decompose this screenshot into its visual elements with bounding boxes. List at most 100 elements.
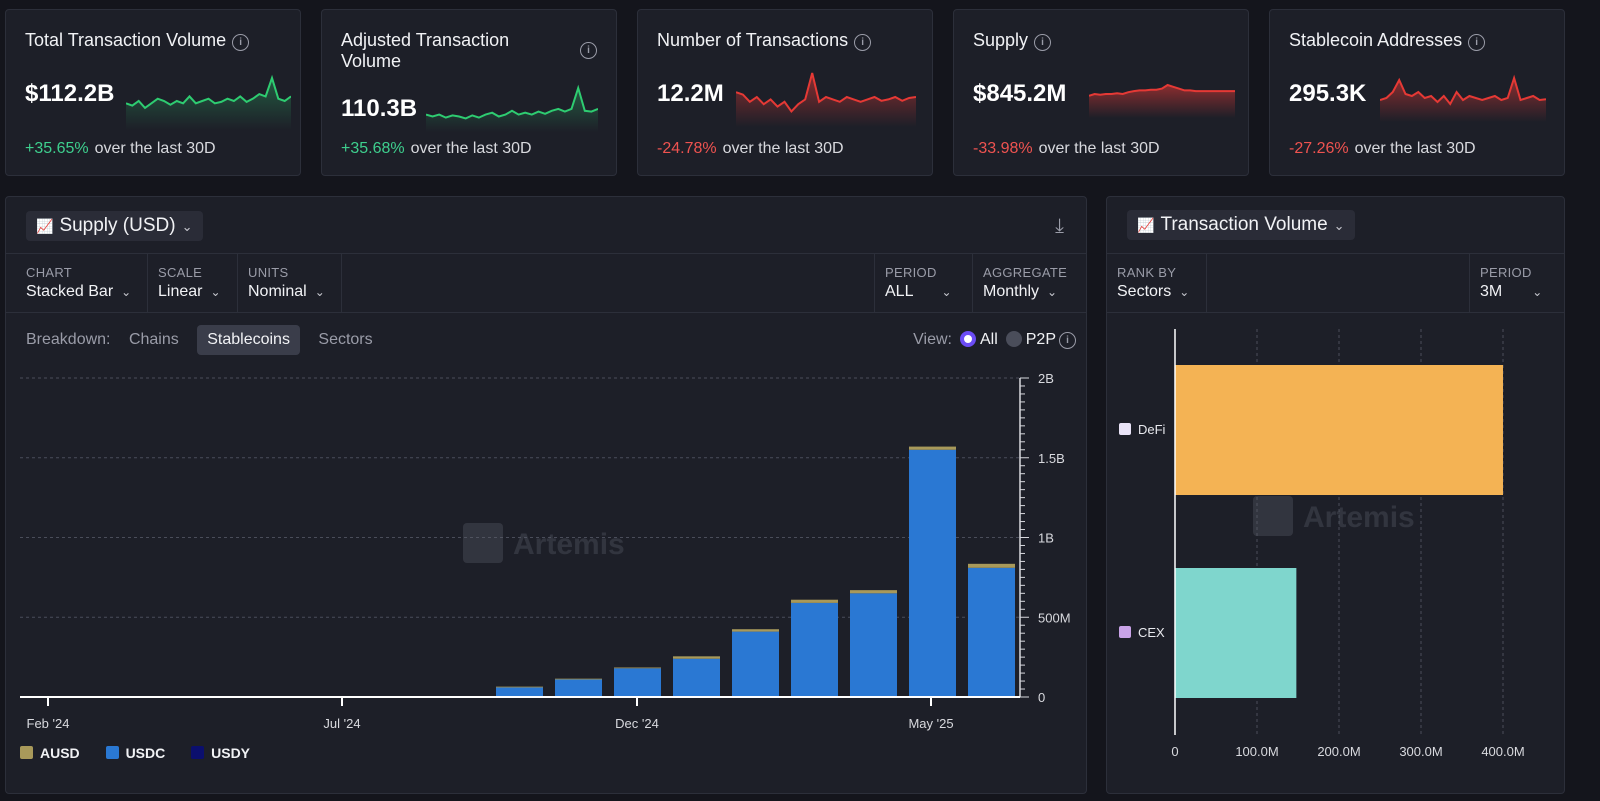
x-tick-label: 0 (1171, 744, 1178, 759)
watermark-text: Artemis (513, 528, 625, 561)
kpi-title: Stablecoin Addresses i (1289, 30, 1486, 51)
info-icon[interactable]: i (232, 34, 250, 51)
transaction-volume-panel: 📈 Transaction Volume ⌄ RANK BY Sectors ⌄ PE… (1106, 196, 1565, 794)
sparkline (736, 72, 916, 127)
bar-ausd (732, 629, 779, 632)
kpi-card-stablecoin-addresses: Stablecoin Addresses i 295.3K -27.26% over… (1269, 9, 1565, 176)
chart-options-bar: RANK BY Sectors ⌄ PERIOD 3M ⌄ (1107, 253, 1564, 313)
artemis-watermark: Artemis (463, 523, 625, 563)
supply-panel: 📈 Supply (USD) ⌄ ⤓ CHART Stacked Bar ⌄ SCAL… (5, 196, 1087, 794)
sparkline-area (426, 88, 598, 132)
tab-chains[interactable]: Chains (128, 331, 179, 348)
bar-ausd (968, 563, 1015, 568)
kpi-change: -24.78% over the last 30D (657, 140, 844, 157)
chart-legend: AUSD USDC USDY (20, 745, 272, 761)
breakdown-tabs: Breakdown: Chains Stablecoins Sectors (26, 325, 387, 355)
kpi-change: +35.68% over the last 30D (341, 140, 532, 157)
line-chart-icon: 📈 (36, 218, 54, 234)
chart-type-select[interactable]: CHART Stacked Bar ⌄ (6, 254, 148, 312)
sparkline (426, 84, 598, 132)
kpi-change: -27.26% over the last 30D (1289, 140, 1476, 157)
bar-usdc (614, 668, 661, 697)
chart-options-bar: CHART Stacked Bar ⌄ SCALE Linear ⌄ UNITS N… (6, 253, 1086, 313)
legend-item-usdy[interactable]: USDY (191, 745, 250, 761)
info-icon[interactable]: i (1468, 34, 1486, 51)
y-tick-label: 2B (1038, 371, 1054, 386)
metric-selector-dropdown[interactable]: 📈 Transaction Volume ⌄ (1127, 210, 1355, 240)
chevron-down-icon: ⌄ (121, 285, 132, 299)
bar-defi (1175, 365, 1503, 495)
sparkline-line (736, 72, 916, 113)
scale-select[interactable]: SCALE Linear ⌄ (148, 254, 238, 312)
artemis-logo-icon (1253, 496, 1293, 536)
kpi-value: $845.2M (973, 80, 1067, 107)
info-icon[interactable]: i (1034, 34, 1052, 51)
x-tick-label: Jul '24 (323, 716, 360, 731)
sparkline-area (736, 73, 916, 127)
line-chart-icon: 📈 (1137, 217, 1155, 233)
x-tick-label: Dec '24 (615, 716, 659, 731)
bar-ausd (850, 590, 897, 594)
sparkline-area (1089, 85, 1235, 118)
bar-usdc (909, 449, 956, 697)
period-select[interactable]: PERIOD ALL ⌄ (874, 254, 973, 312)
supply-stacked-bar-chart: Artemis 0 500M 1B 1.5B 2B Feb '24 Jul '24 Dec '… (20, 371, 1071, 731)
artemis-watermark: Artemis (1253, 496, 1415, 536)
chevron-down-icon: ⌄ (314, 285, 325, 299)
bar-ausd (909, 446, 956, 450)
tab-stablecoins[interactable]: Stablecoins (197, 325, 300, 355)
period-select[interactable]: PERIOD 3M ⌄ (1469, 254, 1564, 312)
bar-usdc (555, 679, 602, 697)
transaction-volume-bar-chart: Artemis 0 100.0M 200.0M 300.0M 400.0M DeFi CEX (1119, 329, 1525, 759)
x-tick-label: Feb '24 (27, 716, 70, 731)
y-tick-label: 0 (1038, 690, 1045, 705)
bar-usdc (673, 658, 720, 697)
bar-cex (1175, 568, 1297, 698)
aggregate-select[interactable]: AGGREGATE Monthly ⌄ (983, 265, 1068, 300)
kpi-title: Number of Transactions i (657, 30, 872, 51)
bar-usdc (850, 593, 897, 697)
kpi-change: +35.65% over the last 30D (25, 140, 216, 157)
bar-usdc (496, 687, 543, 697)
sparkline-line (426, 84, 598, 120)
sparkline-area (126, 78, 291, 130)
chevron-down-icon: ⌄ (181, 219, 193, 234)
bar-ausd (496, 686, 543, 688)
x-tick-label: May '25 (908, 716, 953, 731)
bar-usdc (791, 602, 838, 697)
download-icon[interactable]: ⤓ (1055, 215, 1064, 237)
chevron-down-icon: ⌄ (1047, 285, 1058, 299)
view-toggle: View: All P2P i (913, 325, 1076, 355)
chevron-down-icon: ⌄ (210, 285, 221, 299)
units-select[interactable]: UNITS Nominal ⌄ (238, 254, 342, 312)
metric-selector-dropdown[interactable]: 📈 Supply (USD) ⌄ (26, 211, 203, 241)
chevron-down-icon: ⌄ (941, 285, 952, 299)
chevron-down-icon: ⌄ (1532, 285, 1543, 299)
bar-ausd (673, 656, 720, 659)
x-tick-label: 300.0M (1399, 744, 1442, 759)
bar-ausd (555, 678, 602, 680)
tab-sectors[interactable]: Sectors (318, 331, 373, 348)
bar-usdc (968, 567, 1015, 697)
sparkline (1380, 74, 1546, 122)
kpi-change: -33.98% over the last 30D (973, 140, 1160, 157)
x-tick-label: 100.0M (1235, 744, 1278, 759)
rank-by-select[interactable]: RANK BY Sectors ⌄ (1107, 254, 1207, 312)
radio-p2p[interactable] (1005, 331, 1022, 347)
kpi-value: 110.3B (341, 95, 418, 122)
sparkline (126, 74, 291, 130)
legend-item-ausd[interactable]: AUSD (20, 745, 80, 761)
info-icon[interactable]: i (1059, 332, 1076, 349)
legend-item-usdc[interactable]: USDC (105, 745, 165, 761)
info-icon[interactable]: i (854, 34, 872, 51)
bar-usdc (732, 631, 779, 697)
x-tick-label: 400.0M (1481, 744, 1524, 759)
radio-all[interactable] (959, 331, 976, 347)
kpi-value: 295.3K (1289, 80, 1367, 107)
kpi-value: $112.2B (25, 80, 115, 107)
bar-ausd (614, 667, 661, 669)
sparkline (1089, 83, 1235, 118)
info-icon[interactable]: i (580, 42, 597, 59)
chevron-down-icon: ⌄ (1333, 218, 1345, 233)
kpi-title: Supply i (973, 30, 1052, 51)
